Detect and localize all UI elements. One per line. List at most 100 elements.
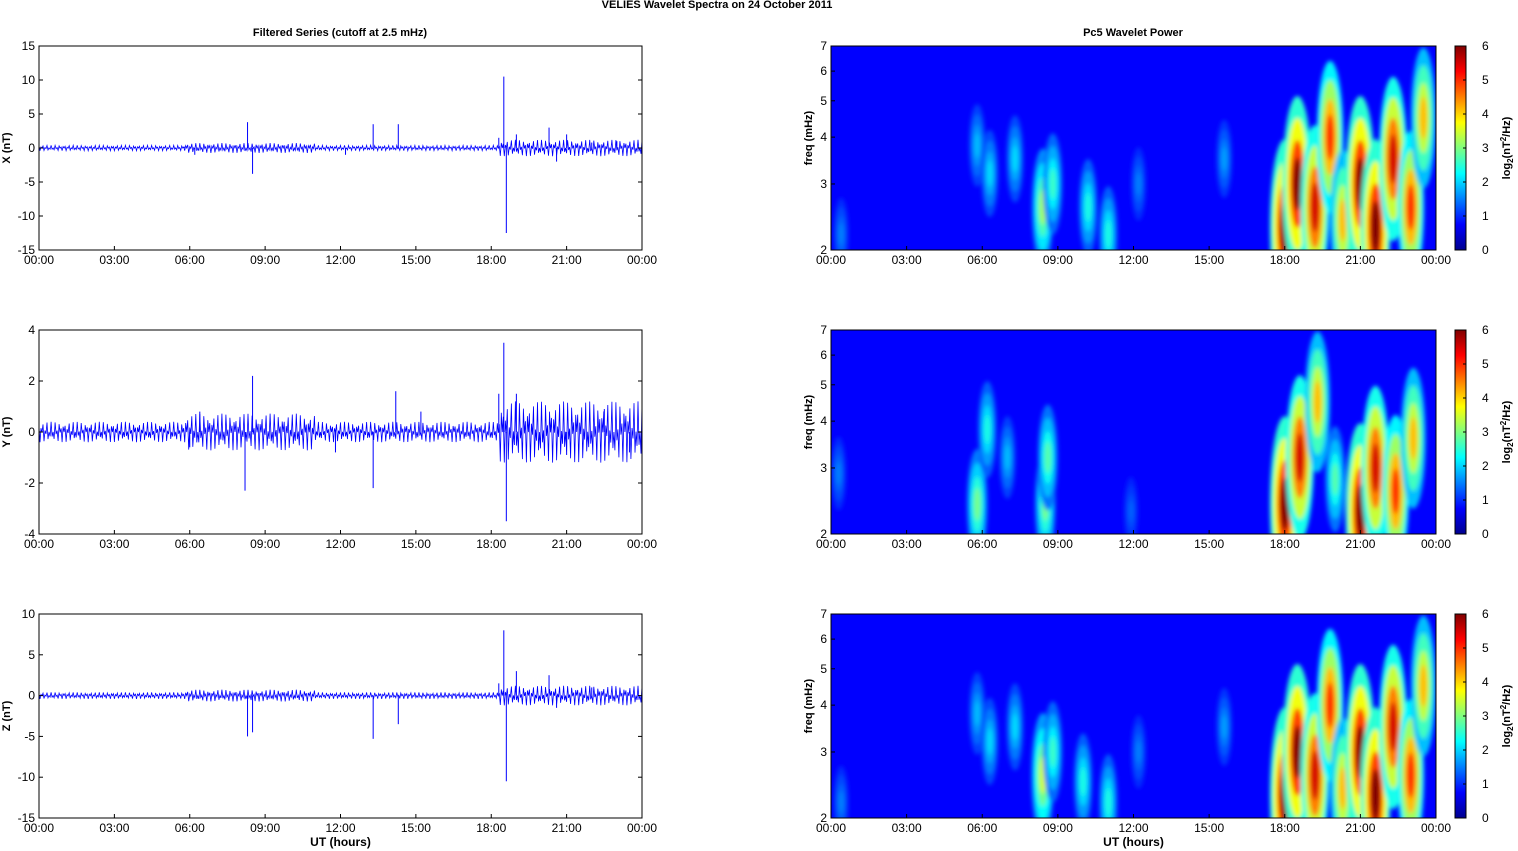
wavelet-xtick-label: 18:00 [1270, 253, 1300, 267]
wavelet-power-blob [1012, 145, 1018, 172]
colorbar-label-part: (nT [1501, 709, 1513, 726]
wavelet-ytick-label: 6 [820, 348, 827, 362]
wavelet-xtick-label: 00:00 [1421, 537, 1451, 551]
colorbar-tick-label: 0 [1482, 243, 1489, 257]
colorbar-label-part: 2 [1506, 726, 1515, 731]
wavelet-xtick-label: 15:00 [1194, 821, 1224, 835]
wavelet-xtick-label: 21:00 [1345, 821, 1375, 835]
wavelet-ylabel: freq (mHz) [803, 678, 815, 733]
wavelet-xtick-label: 00:00 [816, 821, 846, 835]
colorbar-tick-label: 6 [1482, 39, 1489, 53]
wavelet-ytick-label: 3 [820, 745, 827, 759]
wavelet-power-blob [1419, 96, 1428, 140]
series-xtick-label: 15:00 [401, 537, 431, 551]
series-panel-3: -15 -10 -5 0 5 10 00:00 03:00 06:00 09:00 12:00 15:… [1, 607, 657, 849]
series-xtick-label: 18:00 [476, 821, 506, 835]
colorbar-tick-label: 1 [1482, 777, 1489, 791]
series-ytick-label: -15 [18, 243, 36, 257]
colorbar-label-part: (nT [1501, 141, 1513, 158]
wavelet-ytick-label: 4 [820, 698, 827, 712]
wavelet-power-blob [1326, 682, 1335, 729]
wavelet-power-blob [1295, 432, 1305, 483]
wavelet-xtick-label: 00:00 [1421, 821, 1451, 835]
series-xtick-label: 12:00 [325, 821, 355, 835]
wavelet-power-blob [1406, 752, 1415, 799]
wavelet-xtick-label: 09:00 [1043, 821, 1073, 835]
series-xtick-label: 00:00 [627, 821, 657, 835]
wavelet-ytick-label: 5 [820, 378, 827, 392]
series-xtick-label: 06:00 [175, 537, 205, 551]
colorbar-tick-label: 6 [1482, 323, 1489, 337]
colorbar-tick-label: 2 [1482, 743, 1489, 757]
wavelet-power-blob [1292, 725, 1302, 779]
wavelet-xtick-label: 06:00 [967, 537, 997, 551]
series-xtick-label: 00:00 [627, 253, 657, 267]
wavelet-power-blob [1406, 184, 1415, 231]
series-xtick-label: 09:00 [250, 253, 280, 267]
colorbar-label-part: log [1501, 447, 1513, 464]
series-ylabel: X (nT) [1, 132, 13, 163]
wavelet-panel-1: 2 3 4 5 6 7 00:00 03:00 06:00 09:00 12:00 15:00 18:0… [803, 39, 1515, 267]
wavelet-ytick-label: 2 [820, 527, 827, 541]
wavelet-power-blob [974, 701, 980, 726]
wavelet-power-blob [984, 414, 991, 444]
wavelet-power-blob [1313, 380, 1322, 424]
colorbar-label-part: log [1501, 163, 1513, 180]
wavelet-xlabel: UT (hours) [1103, 835, 1164, 849]
wavelet-ytick-label: 6 [820, 64, 827, 78]
colorbar-tick-label: 2 [1482, 175, 1489, 189]
wavelet-power-blob [1049, 168, 1056, 200]
wavelet-power-blob [1004, 445, 1010, 470]
wavelet-blobs [831, 331, 1426, 534]
series-xlabel: UT (hours) [310, 835, 371, 849]
colorbar-label-part: /Hz) [1501, 400, 1513, 421]
wavelet-power-blob [1338, 199, 1347, 242]
colorbar-tick-label: 3 [1482, 141, 1489, 155]
colorbar-tick-label: 4 [1482, 391, 1489, 405]
wavelet-power-blob [1044, 441, 1051, 474]
series-xtick-label: 15:00 [401, 821, 431, 835]
colorbar-tick-label: 0 [1482, 811, 1489, 825]
series-ytick-label: 0 [28, 425, 35, 439]
wavelet-power-blob [987, 728, 993, 755]
colorbar-tick-label: 3 [1482, 425, 1489, 439]
wavelet-ylabel: freq (mHz) [803, 394, 815, 449]
wavelet-ytick-label: 7 [820, 39, 827, 53]
wavelet-power-blob [987, 160, 993, 187]
series-xtick-label: 00:00 [24, 821, 54, 835]
wavelet-xtick-label: 03:00 [892, 821, 922, 835]
wavelet-blobs [833, 615, 1436, 818]
wavelet-ytick-label: 5 [820, 662, 827, 676]
series-xtick-label: 03:00 [99, 253, 129, 267]
series-xtick-label: 18:00 [476, 253, 506, 267]
series-ytick-label: -4 [24, 527, 35, 541]
wavelet-panel-2: 2 3 4 5 6 7 00:00 03:00 06:00 09:00 12:00 15:00 18:0… [803, 323, 1515, 551]
right-column-title: Pc5 Wavelet Power [1083, 27, 1184, 39]
wavelet-xtick-label: 12:00 [1118, 537, 1148, 551]
wavelet-power-blob [1326, 114, 1335, 161]
colorbar-label: log2(nT2/Hz) [1499, 116, 1515, 179]
wavelet-xtick-label: 00:00 [816, 537, 846, 551]
series-xtick-label: 15:00 [401, 253, 431, 267]
series-xtick-label: 21:00 [552, 821, 582, 835]
series-noise-trace [38, 401, 643, 463]
wavelet-power-blob [1332, 463, 1339, 496]
wavelet-ytick-label: 3 [820, 177, 827, 191]
wavelet-power-blob [1310, 182, 1320, 232]
colorbar-tick-label: 1 [1482, 493, 1489, 507]
wavelet-ytick-label: 4 [820, 414, 827, 428]
wavelet-power-blob [1221, 715, 1227, 739]
colorbar-label-part: 2 [1506, 442, 1515, 447]
left-column-title: Filtered Series (cutoff at 2.5 mHz) [253, 27, 428, 39]
wavelet-power-blob [1292, 157, 1302, 211]
wavelet-power-blob [1085, 192, 1091, 222]
wavelet-power-blob [1136, 740, 1141, 763]
wavelet-power-blob [1388, 702, 1398, 752]
series-ylabel: Y (nT) [1, 416, 13, 447]
wavelet-power-blob [1371, 200, 1380, 250]
series-ytick-label: -15 [18, 811, 36, 825]
colorbar-label-part: 2 [1499, 136, 1508, 141]
series-ytick-label: 5 [28, 107, 35, 121]
wavelet-xtick-label: 18:00 [1270, 821, 1300, 835]
series-xtick-label: 09:00 [250, 537, 280, 551]
